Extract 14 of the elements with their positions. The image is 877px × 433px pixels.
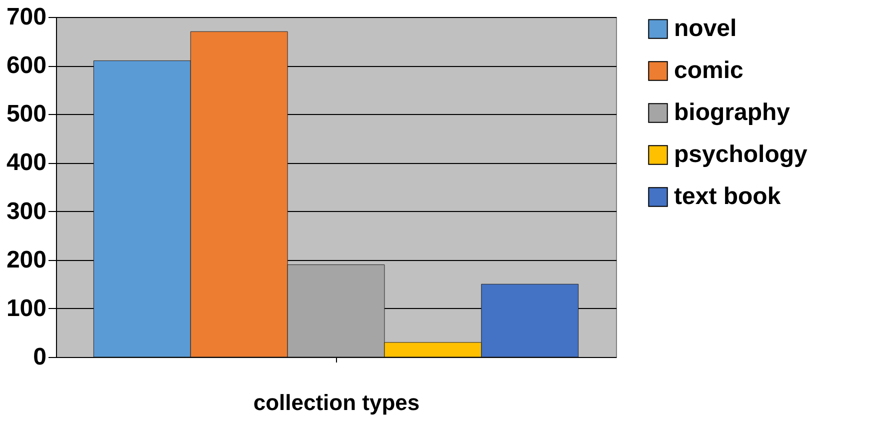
y-tick-label: 200 [6,246,46,274]
y-tick-label: 700 [6,4,46,30]
x-axis-title: collection types [253,390,420,415]
y-tick-label: 500 [6,100,46,128]
legend-label: text book [674,183,782,210]
legend-label: psychology [674,141,808,168]
legend-label: novel [674,15,737,42]
y-tick-label: 600 [6,52,46,80]
legend-label: biography [674,99,791,126]
legend-label: comic [674,57,744,84]
y-tick-label: 100 [6,294,46,322]
y-tick-label: 300 [6,198,46,225]
y-tick-label: 400 [6,149,46,176]
y-tick-label: 0 [33,344,46,370]
